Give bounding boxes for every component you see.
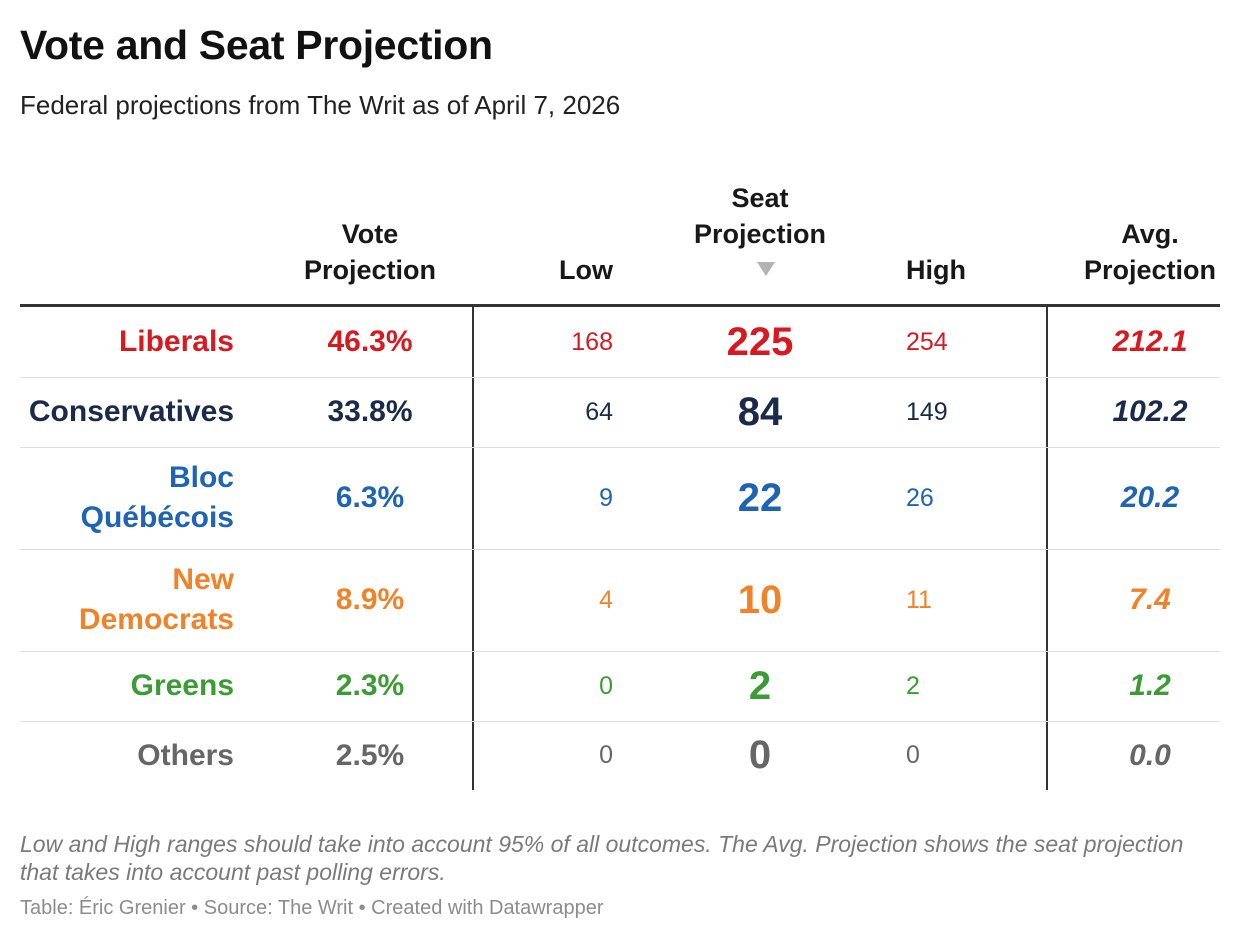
avg-projection-cell: 20.2 xyxy=(1120,481,1180,514)
seat-low-cell: 168 xyxy=(571,327,613,356)
avg-projection-cell: 102.2 xyxy=(1112,395,1188,428)
header-line: Projection xyxy=(303,255,437,285)
seat-high-cell: 0 xyxy=(906,741,920,769)
column-header-high: High xyxy=(906,255,966,285)
seat-low-cell: 0 xyxy=(599,671,613,700)
seat-projection-cell: 2 xyxy=(748,663,772,708)
header-line: Vote xyxy=(341,219,399,249)
seat-projection-cell: 0 xyxy=(748,733,772,777)
header-line: Projection xyxy=(1083,255,1217,285)
footnote: Low and High ranges should take into acc… xyxy=(20,831,1184,885)
seat-high-cell: 2 xyxy=(906,671,920,700)
header-divider xyxy=(20,304,1220,307)
party-name: Liberals xyxy=(20,307,234,377)
table-row: Bloc Québécois 6.3% 9 22 26 20.2 xyxy=(20,447,1220,550)
vote-projection-cell: 2.5% xyxy=(335,738,405,772)
table-row: Conservatives 33.8% 64 84 149 102.2 xyxy=(20,377,1220,448)
sort-descending-icon[interactable] xyxy=(757,262,775,276)
party-name-line: Others xyxy=(137,738,234,772)
chart-subtitle: Federal projections from The Writ as of … xyxy=(20,90,621,120)
party-name-line: Liberals xyxy=(118,325,234,358)
avg-projection-cell: 7.4 xyxy=(1129,583,1171,616)
avg-projection-cell: 0.0 xyxy=(1129,738,1171,772)
seat-low-cell: 0 xyxy=(599,741,613,769)
seat-low-cell: 4 xyxy=(599,585,613,614)
chart-title: Vote and Seat Projection xyxy=(20,22,493,68)
party-name-line: Greens xyxy=(130,669,234,702)
seat-projection-cell: 84 xyxy=(737,389,783,434)
column-header-seat[interactable]: Seat Projection xyxy=(670,180,850,252)
column-header-low: Low xyxy=(559,255,613,285)
avg-projection-cell: 212.1 xyxy=(1112,325,1188,358)
header-line: Seat xyxy=(731,183,789,213)
vote-projection-cell: 8.9% xyxy=(335,583,405,616)
seat-high-cell: 254 xyxy=(906,327,948,356)
table-row: Others 2.5% 0 0 0 0.0 xyxy=(20,721,1220,790)
party-name: Greens xyxy=(20,651,234,721)
party-name: New Democrats xyxy=(20,549,234,651)
party-name-line: Québécois xyxy=(80,501,234,534)
column-header-vote: Vote Projection xyxy=(280,216,460,288)
vote-projection-cell: 46.3% xyxy=(327,325,413,358)
table-row: New Democrats 8.9% 4 10 11 7.4 xyxy=(20,549,1220,652)
seat-low-cell: 9 xyxy=(599,483,613,512)
seat-high-cell: 26 xyxy=(906,483,934,512)
party-name-line: Democrats xyxy=(78,603,234,636)
vote-projection-cell: 2.3% xyxy=(335,669,405,702)
column-divider-right xyxy=(1046,307,1048,790)
party-name-line: Bloc xyxy=(168,461,234,494)
vote-projection-cell: 6.3% xyxy=(335,481,405,514)
seat-high-cell: 149 xyxy=(906,397,948,426)
header-line: Avg. xyxy=(1121,219,1179,249)
seat-projection-cell: 10 xyxy=(737,577,783,622)
table-row: Greens 2.3% 0 2 2 1.2 xyxy=(20,651,1220,722)
party-name-line: Conservatives xyxy=(28,395,234,428)
seat-projection-cell: 225 xyxy=(726,319,794,364)
seat-high-cell: 11 xyxy=(906,585,932,614)
table-row: Liberals 46.3% 168 225 254 212.1 xyxy=(20,307,1220,378)
vote-projection-cell: 33.8% xyxy=(327,395,413,428)
party-name-line: New xyxy=(172,563,234,596)
party-name: Bloc Québécois xyxy=(20,447,234,549)
party-name: Conservatives xyxy=(20,377,234,447)
avg-projection-cell: 1.2 xyxy=(1129,669,1171,702)
header-line: Projection xyxy=(693,219,827,249)
column-divider-left xyxy=(472,307,474,790)
party-name: Others xyxy=(20,721,234,790)
seat-projection-cell: 22 xyxy=(737,475,783,520)
credits: Table: Éric Grenier • Source: The Writ •… xyxy=(20,897,604,919)
seat-low-cell: 64 xyxy=(585,397,613,426)
column-header-avg: Avg. Projection xyxy=(1060,216,1240,288)
